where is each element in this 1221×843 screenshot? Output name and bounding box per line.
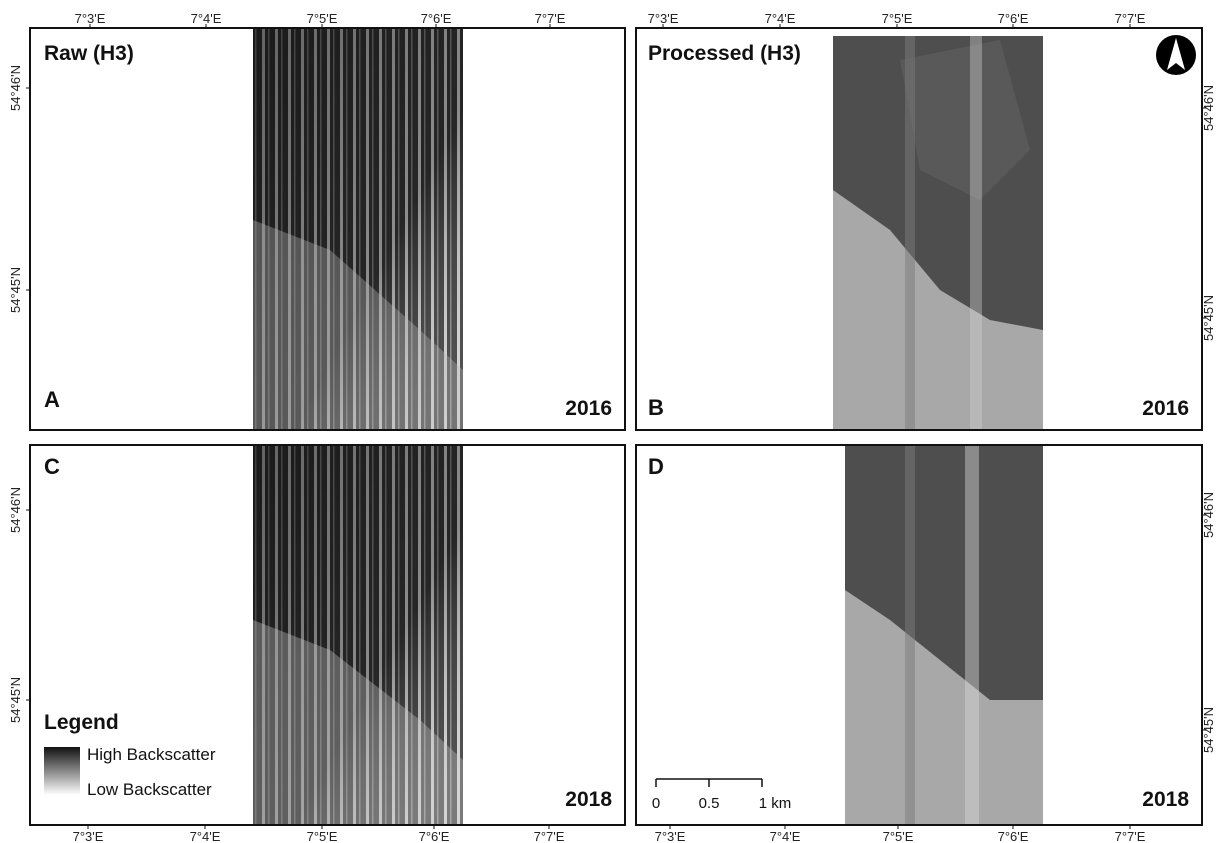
x-tick-label: 7°5'E — [883, 829, 914, 843]
x-tick-label: 7°6'E — [998, 11, 1029, 26]
y-tick-label: 54°46'N — [8, 487, 23, 533]
x-tick-label: 7°3'E — [73, 829, 104, 843]
x-tick-label: 7°7'E — [535, 11, 566, 26]
x-tick-label: 7°5'E — [307, 11, 338, 26]
processed-imagery — [833, 36, 1043, 429]
y-tick-label: 54°46'N — [8, 65, 23, 111]
x-tick-label: 7°7'E — [1115, 829, 1146, 843]
figure: Legend High Backscatter Low Backscatter … — [0, 0, 1221, 843]
panel-letter: C — [44, 454, 60, 479]
legend-title: Legend — [44, 711, 119, 734]
x-tick-label: 7°6'E — [421, 11, 452, 26]
x-tick-label: 7°6'E — [419, 829, 450, 843]
panel-year: 2018 — [565, 788, 612, 811]
processed-imagery — [845, 446, 1043, 824]
scale-label: 1 km — [759, 795, 792, 812]
x-tick-label: 7°3'E — [655, 829, 686, 843]
x-tick-label: 7°4'E — [770, 829, 801, 843]
scale-label: 0 — [652, 795, 660, 812]
x-tick-label: 7°6'E — [998, 829, 1029, 843]
raw-imagery — [253, 446, 463, 824]
x-tick-label: 7°3'E — [648, 11, 679, 26]
legend-high: High Backscatter — [87, 745, 216, 764]
legend-swatch — [44, 747, 80, 795]
panel-year: 2016 — [1142, 397, 1189, 420]
panel-letter: A — [44, 387, 60, 412]
x-tick-label: 7°7'E — [534, 829, 565, 843]
x-tick-label: 7°4'E — [765, 11, 796, 26]
north-arrow — [1156, 35, 1196, 75]
raw-imagery — [253, 29, 463, 429]
x-tick-label: 7°3'E — [75, 11, 106, 26]
panel-letter: B — [648, 395, 664, 420]
x-tick-label: 7°4'E — [190, 829, 221, 843]
y-tick-label: 54°45'N — [8, 267, 23, 313]
panel-year: 2018 — [1142, 788, 1189, 811]
x-tick-label: 7°7'E — [1115, 11, 1146, 26]
panel-title: Processed (H3) — [648, 42, 801, 65]
panel-year: 2016 — [565, 397, 612, 420]
panel-title: Raw (H3) — [44, 42, 134, 65]
scale-bar — [656, 779, 762, 787]
panel-letter: D — [648, 454, 664, 479]
x-tick-label: 7°5'E — [307, 829, 338, 843]
x-tick-label: 7°5'E — [882, 11, 913, 26]
scale-label: 0.5 — [699, 795, 720, 812]
y-tick-label: 54°45'N — [8, 677, 23, 723]
legend-low: Low Backscatter — [87, 780, 212, 799]
x-tick-label: 7°4'E — [191, 11, 222, 26]
